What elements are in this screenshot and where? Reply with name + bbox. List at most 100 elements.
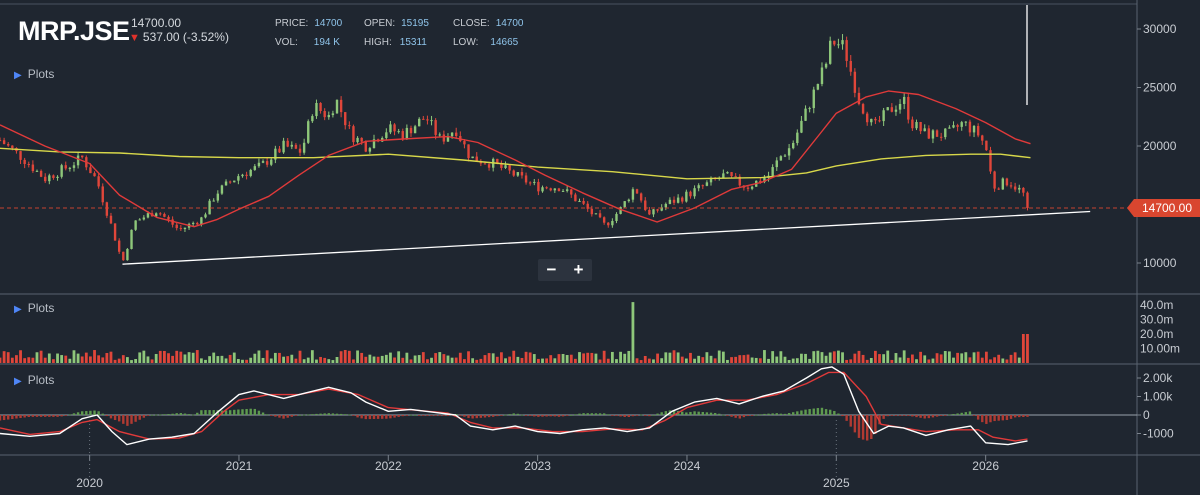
candle-body bbox=[639, 193, 643, 201]
macd-hist-bar bbox=[331, 413, 335, 415]
candle-body bbox=[944, 128, 947, 138]
volume-bar bbox=[738, 355, 742, 363]
macd-hist-bar bbox=[1026, 415, 1029, 417]
volume-bar bbox=[278, 352, 281, 363]
candle-body bbox=[549, 188, 552, 191]
volume-bar bbox=[376, 356, 380, 363]
candle-body bbox=[434, 120, 437, 135]
price-change: ▼ 537.00 (-3.52%) bbox=[129, 30, 229, 44]
volume-bar bbox=[446, 355, 450, 363]
candle-body bbox=[508, 165, 511, 171]
volume-bar bbox=[162, 350, 166, 363]
macd-hist-bar bbox=[146, 415, 150, 416]
volume-bar bbox=[886, 350, 890, 363]
macd-hist-bar bbox=[187, 414, 191, 415]
macd-hist-bar bbox=[356, 415, 359, 418]
macd-hist-bar bbox=[323, 413, 326, 415]
candle-body bbox=[220, 185, 224, 194]
volume-bar bbox=[557, 354, 561, 363]
macd-hist-bar bbox=[413, 414, 417, 416]
candle-body bbox=[660, 207, 663, 211]
macd-hist-bar bbox=[792, 412, 795, 415]
macd-hist-bar bbox=[23, 415, 26, 418]
volume-bar bbox=[269, 358, 273, 363]
candle-body bbox=[824, 63, 828, 68]
macd-hist-bar bbox=[1009, 415, 1013, 419]
candle-body bbox=[631, 189, 635, 200]
macd-hist-bar bbox=[648, 415, 651, 417]
macd-hist-bar bbox=[635, 415, 639, 416]
macd-hist-bar bbox=[598, 413, 602, 415]
volume-bar bbox=[545, 358, 549, 363]
candle-body bbox=[792, 143, 795, 149]
volume-bar bbox=[352, 359, 355, 363]
plots-toggle-macd[interactable]: ▶ Plots bbox=[14, 373, 55, 387]
candle-body bbox=[627, 199, 631, 202]
macd-hist-bar bbox=[487, 415, 491, 418]
macd-hist-bar bbox=[389, 415, 392, 419]
volume-bar bbox=[582, 353, 586, 363]
macd-hist-bar bbox=[849, 415, 852, 427]
volume-bar bbox=[606, 358, 610, 363]
candle-body bbox=[808, 108, 811, 110]
candle-body bbox=[927, 128, 931, 139]
plots-toggle-volume[interactable]: ▶ Plots bbox=[14, 301, 55, 315]
candle-body bbox=[528, 182, 532, 184]
candle-body bbox=[11, 145, 14, 148]
volume-bar bbox=[491, 353, 495, 363]
candle-body bbox=[216, 193, 220, 201]
macd-hist-bar bbox=[746, 415, 750, 417]
candle-body bbox=[35, 170, 39, 172]
candle-body bbox=[578, 200, 581, 202]
macd-hist-bar bbox=[738, 415, 741, 419]
volume-bar bbox=[212, 352, 216, 363]
volume-bar bbox=[261, 357, 265, 363]
candle-body bbox=[561, 190, 565, 192]
volume-bar bbox=[639, 360, 643, 363]
candle-body bbox=[623, 201, 626, 208]
candle-body bbox=[574, 194, 577, 202]
candle-body bbox=[397, 131, 400, 133]
candle-body bbox=[385, 132, 388, 138]
volume-bar bbox=[721, 351, 725, 363]
macd-hist-bar bbox=[894, 415, 898, 416]
macd-hist-bar bbox=[27, 415, 30, 417]
macd-hist-bar bbox=[874, 415, 877, 434]
volume-bar bbox=[208, 356, 212, 363]
macd-hist-bar bbox=[759, 414, 762, 416]
macd-hist-bar bbox=[302, 414, 306, 416]
candle-body bbox=[919, 121, 922, 132]
volume-bar bbox=[828, 352, 832, 363]
candle-body bbox=[853, 71, 857, 93]
candle-body bbox=[656, 209, 659, 211]
candle-body bbox=[450, 132, 454, 137]
volume-bar bbox=[939, 354, 943, 363]
macd-hist-bar bbox=[902, 415, 906, 416]
volume-bar bbox=[442, 354, 446, 363]
zoom-in-button[interactable]: + bbox=[573, 260, 584, 279]
macd-hist-bar bbox=[882, 415, 885, 419]
plots-toggle-price[interactable]: ▶ Plots bbox=[14, 67, 55, 81]
candle-body bbox=[726, 172, 729, 174]
macd-hist-bar bbox=[709, 412, 713, 415]
stat-volume: VOL: 194 K bbox=[275, 37, 340, 48]
volume-bar bbox=[504, 358, 507, 363]
macd-hist-bar bbox=[364, 415, 367, 420]
zoom-out-button[interactable]: − bbox=[546, 260, 557, 279]
macd-hist-bar bbox=[48, 415, 51, 417]
volume-tick-label: 10.00m bbox=[1140, 342, 1180, 356]
volume-bar bbox=[265, 350, 269, 363]
macd-hist-bar bbox=[931, 415, 935, 418]
volume-bar bbox=[224, 358, 228, 363]
macd-hist-bar bbox=[923, 415, 926, 419]
volume-bar bbox=[80, 356, 84, 363]
macd-hist-bar bbox=[607, 414, 610, 416]
candle-body bbox=[109, 215, 113, 224]
macd-hist-bar bbox=[175, 413, 178, 415]
macd-hist-bar bbox=[528, 415, 532, 416]
volume-bar bbox=[791, 358, 795, 363]
macd-hist-bar bbox=[582, 413, 585, 415]
volume-bar bbox=[746, 354, 750, 363]
volume-bar bbox=[672, 350, 676, 363]
